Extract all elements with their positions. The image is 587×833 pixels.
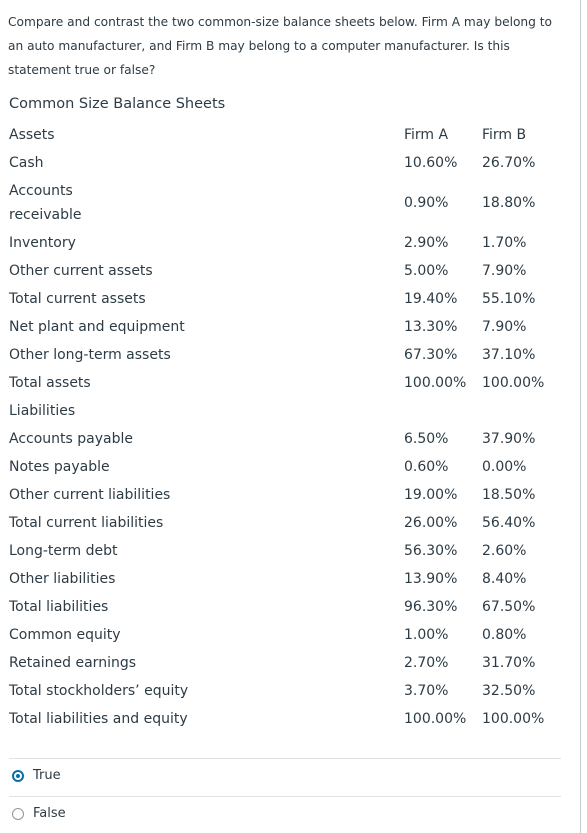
table-row: Total assets 100.00% 100.00% — [9, 369, 569, 397]
firm-b-value: 100.00% — [482, 375, 545, 391]
firm-a-value: 13.90% — [404, 571, 458, 587]
table-row: Assets Firm A Firm B — [9, 121, 569, 149]
question-text: Compare and contrast the two common-size… — [8, 15, 552, 77]
firm-a-value: 6.50% — [404, 431, 449, 447]
table-row: Total current liabilities 26.00% 56.40% — [9, 509, 569, 537]
table-row: Total liabilities and equity 100.00% 100.0… — [9, 705, 569, 733]
firm-b-value: 37.90% — [482, 431, 536, 447]
table-row: Liabilities — [9, 397, 569, 425]
firm-b-value: 55.10% — [482, 291, 536, 307]
row-label: Assets — [9, 127, 55, 143]
firm-a-value: 100.00% — [404, 711, 467, 727]
row-label: Cash — [9, 155, 44, 171]
firm-a-value: Firm A — [404, 127, 449, 143]
option-true[interactable]: True — [12, 767, 212, 789]
content-border — [580, 0, 581, 833]
firm-b-value: 67.50% — [482, 599, 536, 615]
row-label: Inventory — [9, 235, 76, 251]
row-label: Accounts payable — [9, 431, 133, 447]
table-row: Common equity 1.00% 0.80% — [9, 621, 569, 649]
firm-b-value: 1.70% — [482, 235, 527, 251]
table-row: Other current assets 5.00% 7.90% — [9, 257, 569, 285]
table-row: Other liabilities 13.90% 8.40% — [9, 565, 569, 593]
firm-a-value: 26.00% — [404, 515, 458, 531]
firm-a-value: 19.00% — [404, 487, 458, 503]
firm-b-value: 18.50% — [482, 487, 536, 503]
firm-b-value: 7.90% — [482, 319, 527, 335]
table-row: Inventory 2.90% 1.70% — [9, 229, 569, 257]
row-label: Total current liabilities — [9, 515, 164, 531]
firm-b-value: 8.40% — [482, 571, 527, 587]
firm-a-value: 19.40% — [404, 291, 458, 307]
row-label: Long-term debt — [9, 543, 118, 559]
table-row: Accounts receivable 0.90% 18.80% — [9, 177, 569, 229]
firm-b-value: 0.00% — [482, 459, 527, 475]
radio-unselected-icon[interactable] — [12, 808, 24, 820]
firm-a-value: 96.30% — [404, 599, 458, 615]
firm-a-value: 67.30% — [404, 347, 458, 363]
row-label: Other current assets — [9, 263, 153, 279]
firm-b-value: 26.70% — [482, 155, 536, 171]
row-label: Liabilities — [9, 403, 76, 419]
row-label: Total liabilities and equity — [9, 711, 188, 727]
table-row: Retained earnings 2.70% 31.70% — [9, 649, 569, 677]
option-true-label: True — [33, 768, 61, 783]
firm-a-value: 2.70% — [404, 655, 449, 671]
table-row: Cash 10.60% 26.70% — [9, 149, 569, 177]
firm-a-value: 10.60% — [404, 155, 458, 171]
table-row: Net plant and equipment 13.30% 7.90% — [9, 313, 569, 341]
table-row: Notes payable 0.60% 0.00% — [9, 453, 569, 481]
firm-b-value: 7.90% — [482, 263, 527, 279]
firm-a-value: 1.00% — [404, 627, 449, 643]
row-label: Total stockholders’ equity — [9, 683, 189, 699]
firm-b-value: 56.40% — [482, 515, 536, 531]
firm-b-value: 0.80% — [482, 627, 527, 643]
row-label: Other long-term assets — [9, 347, 171, 363]
firm-b-value: 100.00% — [482, 711, 545, 727]
firm-b-value: 31.70% — [482, 655, 536, 671]
firm-b-value: 32.50% — [482, 683, 536, 699]
option-false-label: False — [33, 806, 66, 821]
row-label: Accounts receivable — [9, 183, 82, 223]
firm-b-value: Firm B — [482, 127, 527, 143]
firm-a-value: 0.90% — [404, 195, 449, 211]
row-label: Retained earnings — [9, 655, 137, 671]
row-label: Common equity — [9, 627, 121, 643]
table-title: Common Size Balance Sheets — [9, 96, 226, 112]
firm-a-value: 13.30% — [404, 319, 458, 335]
table-row: Long-term debt 56.30% 2.60% — [9, 537, 569, 565]
table-row: Other current liabilities 19.00% 18.50% — [9, 481, 569, 509]
table-row: Other long-term assets 67.30% 37.10% — [9, 341, 569, 369]
firm-b-value: 18.80% — [482, 195, 536, 211]
firm-b-value: 2.60% — [482, 543, 527, 559]
radio-selected-icon[interactable] — [12, 770, 24, 782]
firm-a-value: 100.00% — [404, 375, 467, 391]
row-label: Net plant and equipment — [9, 319, 185, 335]
row-label: Notes payable — [9, 459, 110, 475]
firm-a-value: 2.90% — [404, 235, 449, 251]
table-row: Total current assets 19.40% 55.10% — [9, 285, 569, 313]
firm-a-value: 0.60% — [404, 459, 449, 475]
row-label: Other liabilities — [9, 571, 116, 587]
firm-b-value: 37.10% — [482, 347, 536, 363]
row-label: Other current liabilities — [9, 487, 171, 503]
firm-a-value: 3.70% — [404, 683, 449, 699]
divider — [9, 758, 561, 759]
option-false[interactable]: False — [12, 805, 212, 827]
table-row: Accounts payable 6.50% 37.90% — [9, 425, 569, 453]
row-label: Total assets — [9, 375, 91, 391]
table-row: Total liabilities 96.30% 67.50% — [9, 593, 569, 621]
row-label: Total liabilities — [9, 599, 109, 615]
table-row: Total stockholders’ equity 3.70% 32.50% — [9, 677, 569, 705]
row-label: Total current assets — [9, 291, 146, 307]
firm-a-value: 56.30% — [404, 543, 458, 559]
divider — [9, 796, 561, 797]
firm-a-value: 5.00% — [404, 263, 449, 279]
